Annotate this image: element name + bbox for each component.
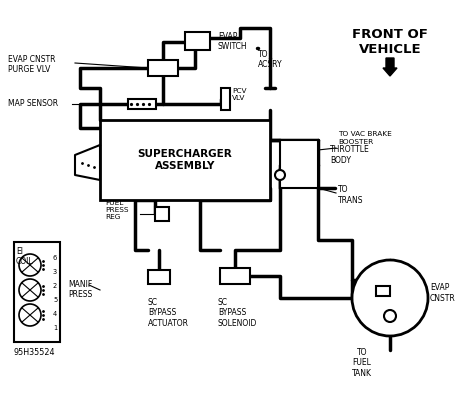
Text: SC
BYPASS
ACTUATOR: SC BYPASS ACTUATOR <box>148 298 189 328</box>
Text: SUPERCHARGER
ASSEMBLY: SUPERCHARGER ASSEMBLY <box>137 149 232 171</box>
Text: FUEL
PRESS
REG: FUEL PRESS REG <box>105 200 128 220</box>
Text: FRONT OF
VEHICLE: FRONT OF VEHICLE <box>352 28 428 56</box>
Bar <box>185 32 210 50</box>
Circle shape <box>384 310 396 322</box>
Text: 3: 3 <box>53 269 57 275</box>
Text: EVAP
CNSTR: EVAP CNSTR <box>430 283 456 303</box>
Circle shape <box>19 254 41 276</box>
Text: TO
ACSRY: TO ACSRY <box>258 50 283 69</box>
Bar <box>148 270 170 284</box>
Text: TO VAC BRAKE
BOOSTER: TO VAC BRAKE BOOSTER <box>338 131 392 144</box>
Text: 5: 5 <box>53 297 57 303</box>
Text: PCV
VLV: PCV VLV <box>232 88 246 101</box>
Text: 4: 4 <box>53 311 57 317</box>
Text: SC
BYPASS
SOLENOID: SC BYPASS SOLENOID <box>218 298 257 328</box>
Text: TO
TRANS: TO TRANS <box>338 185 364 205</box>
Text: MAP SENSOR: MAP SENSOR <box>8 99 58 109</box>
Bar <box>221 88 230 110</box>
Circle shape <box>275 170 285 180</box>
Text: EVAP
SWITCH: EVAP SWITCH <box>218 32 247 52</box>
FancyArrow shape <box>383 58 397 76</box>
Bar <box>280 140 318 188</box>
Bar <box>376 286 390 296</box>
Bar <box>220 268 250 284</box>
Text: MANIF
PRESS: MANIF PRESS <box>68 280 92 300</box>
Bar <box>100 120 270 200</box>
Text: THROTTLE
BODY: THROTTLE BODY <box>330 145 370 165</box>
Text: 1: 1 <box>53 325 57 331</box>
Text: 6: 6 <box>53 255 57 261</box>
Text: 95H35524: 95H35524 <box>14 348 55 357</box>
Bar <box>155 207 169 221</box>
Circle shape <box>19 304 41 326</box>
Bar <box>128 99 156 109</box>
Text: EI
COIL: EI COIL <box>16 247 34 266</box>
Text: 2: 2 <box>53 283 57 289</box>
Text: EVAP CNSTR
PURGE VLV: EVAP CNSTR PURGE VLV <box>8 55 55 74</box>
Circle shape <box>19 279 41 301</box>
Text: TO
FUEL
TANK: TO FUEL TANK <box>352 348 372 378</box>
Bar <box>14 242 60 342</box>
Circle shape <box>352 260 428 336</box>
Polygon shape <box>75 145 100 180</box>
Bar <box>148 60 178 76</box>
